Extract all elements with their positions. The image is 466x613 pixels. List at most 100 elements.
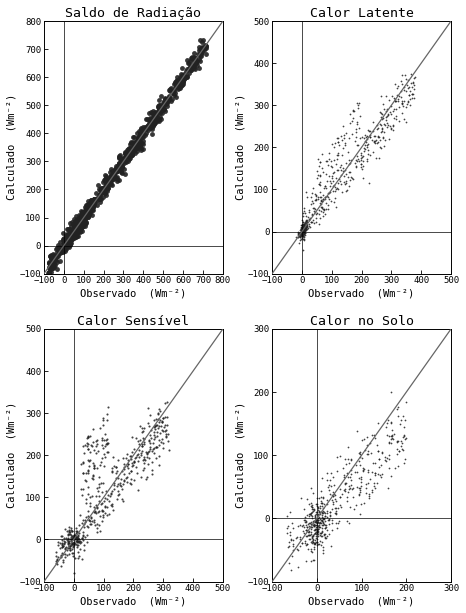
Point [66,235,74,245]
Point [107,167,114,177]
Point [62,238,70,248]
Point [64,230,71,240]
Point [165,85,172,94]
Point [103,176,110,186]
Point [139,132,147,142]
Point [78,219,85,229]
Point [64,230,71,240]
Point [154,115,162,124]
Point [100,192,107,202]
Point [73,219,81,229]
Point [172,76,179,86]
Point [191,56,199,66]
Point [126,143,134,153]
Point [69,227,76,237]
Point [80,212,87,222]
Point [78,218,85,228]
Point [179,79,187,89]
Point [82,206,89,216]
Point [67,227,74,237]
Point [147,119,155,129]
Point [84,207,92,216]
Point [149,112,157,121]
Point [82,205,89,215]
Point [62,236,70,246]
Point [94,200,101,210]
Title: Calor no Solo: Calor no Solo [309,315,413,328]
Point [139,136,146,146]
Point [56,244,64,254]
Point [65,232,72,242]
Point [69,227,76,237]
Point [67,235,74,245]
Point [195,63,203,72]
Point [156,100,163,110]
Point [69,227,76,237]
Point [125,147,133,156]
Point [73,214,80,224]
Point [87,204,94,214]
Point [137,128,144,138]
Point [60,236,68,246]
Point [170,87,177,97]
Point [122,150,130,160]
Point [70,223,77,233]
Point [113,163,121,173]
Point [68,221,75,231]
Point [155,116,163,126]
Point [115,175,123,185]
Point [78,208,85,218]
Point [148,124,155,134]
Point [75,210,82,220]
Point [130,141,137,151]
Point [70,218,78,227]
Point [76,215,84,225]
Point [195,42,203,51]
Point [70,222,77,232]
Point [74,220,82,230]
Point [48,263,56,273]
Point [125,154,132,164]
Point [88,204,95,213]
Point [82,215,89,225]
Point [106,172,113,182]
Point [118,162,125,172]
Point [115,151,122,161]
Point [87,196,95,205]
Point [108,166,116,176]
Point [67,228,74,238]
Point [61,240,69,250]
Point [74,223,82,232]
Point [117,159,124,169]
Point [47,251,54,261]
Point [97,189,104,199]
Point [95,191,102,200]
Point [89,198,97,208]
Point [82,207,89,217]
Point [88,197,96,207]
Point [66,234,73,244]
Point [77,218,85,227]
Point [77,215,84,224]
Point [197,36,204,45]
Point [108,175,116,185]
Point [82,218,89,227]
Point [158,113,165,123]
Point [61,235,69,245]
Point [171,90,178,100]
Point [85,200,92,210]
Y-axis label: Calculado  (Wm⁻²): Calculado (Wm⁻²) [235,402,245,508]
Point [81,202,89,212]
Point [90,194,98,204]
Point [142,124,150,134]
Point [82,205,90,215]
Point [135,132,143,142]
Point [65,224,72,234]
Point [134,132,142,142]
Point [146,123,154,133]
Point [162,96,169,106]
Point [66,224,73,234]
Point [130,143,137,153]
Point [74,221,82,231]
Point [147,117,155,127]
